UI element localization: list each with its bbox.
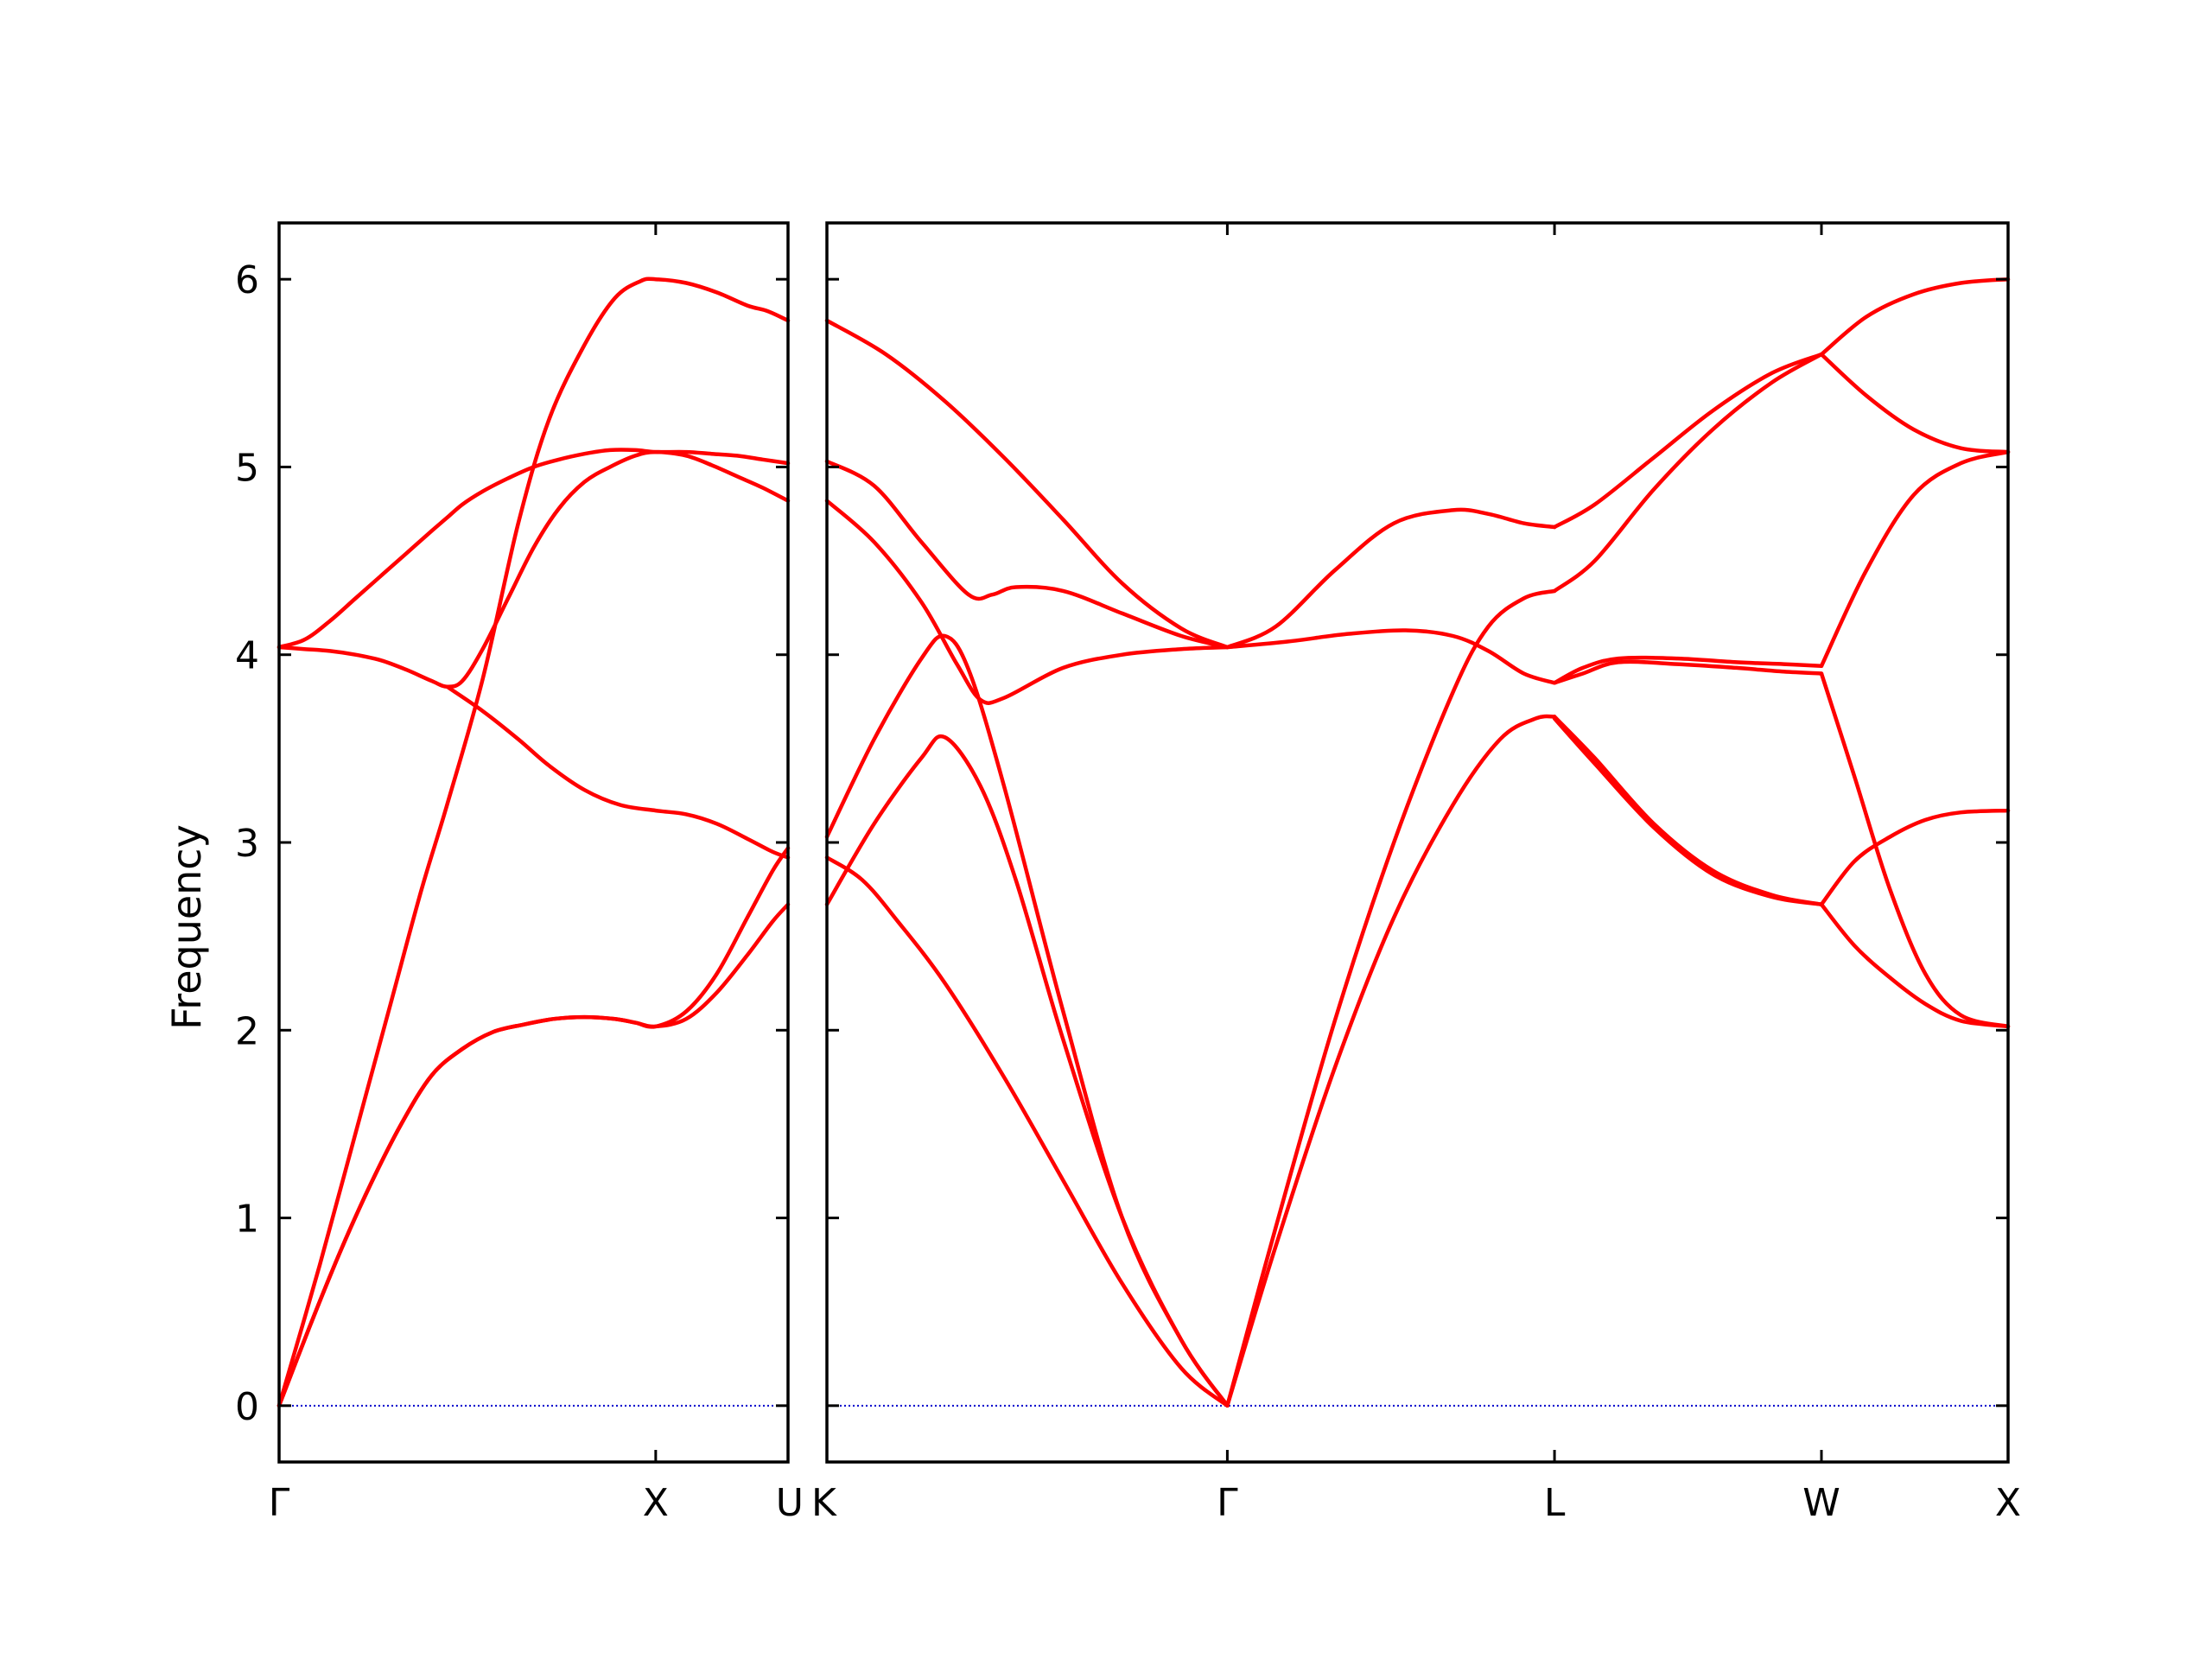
band-line-6 <box>824 855 1230 1408</box>
x-tick-label: K <box>811 1481 837 1525</box>
band-line-1 <box>824 318 1230 650</box>
y-tick-label: 5 <box>235 446 259 490</box>
band-line-22 <box>1819 902 2011 1029</box>
band-line-1 <box>276 276 791 1408</box>
y-tick-label: 2 <box>235 1009 259 1053</box>
band-line-21 <box>1819 808 2011 906</box>
band-line-19 <box>1819 449 2011 669</box>
band-line-8 <box>1225 714 1557 1408</box>
x-tick-label: Γ <box>1217 1481 1238 1525</box>
panel-frame <box>277 221 790 1464</box>
x-tick-label: L <box>1544 1481 1566 1525</box>
band-line-9 <box>1225 628 1557 685</box>
band-line-18 <box>1819 352 2011 454</box>
y-axis-label: Frequency <box>163 824 210 1030</box>
x-tick-label: W <box>1802 1481 1840 1525</box>
y-tick-label: 1 <box>235 1198 259 1242</box>
band-line-4 <box>824 633 1230 1408</box>
band-line-2 <box>824 459 1230 650</box>
band-line-5 <box>824 734 1230 1408</box>
band-line-12 <box>1552 352 1824 530</box>
x-tick-label: U <box>776 1481 804 1525</box>
band-line-3 <box>276 449 791 689</box>
band-line-13 <box>1552 655 1824 685</box>
y-tick-label: 3 <box>235 822 259 866</box>
x-tick-label: Γ <box>269 1481 290 1525</box>
y-tick-label: 4 <box>235 634 259 678</box>
y-tick-label: 0 <box>235 1385 259 1429</box>
band-line-14 <box>1552 659 1824 685</box>
band-line-16 <box>1552 716 1824 906</box>
band-line-20 <box>1819 671 2011 1029</box>
band-line-11 <box>1552 352 1824 594</box>
band-line-15 <box>1552 715 1824 906</box>
band-line-17 <box>1819 276 2011 357</box>
y-tick-label: 6 <box>235 258 259 302</box>
band-line-7 <box>1225 588 1557 1408</box>
band-line-3 <box>824 499 1230 705</box>
band-line-5 <box>276 902 791 1408</box>
band-line-2 <box>276 448 791 650</box>
panel-frame <box>825 221 2010 1464</box>
x-tick-label: X <box>643 1481 669 1525</box>
band-line-10 <box>1225 507 1557 650</box>
band-line-6 <box>445 684 791 860</box>
x-tick-label: X <box>1995 1481 2021 1525</box>
